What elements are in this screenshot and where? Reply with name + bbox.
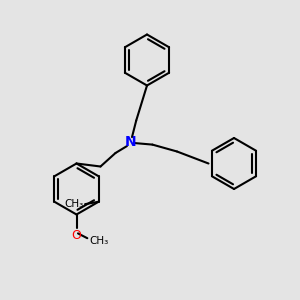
Text: N: N <box>125 136 136 149</box>
Text: O: O <box>72 229 81 242</box>
Text: CH₃: CH₃ <box>89 236 109 246</box>
Text: CH₃: CH₃ <box>64 199 84 209</box>
